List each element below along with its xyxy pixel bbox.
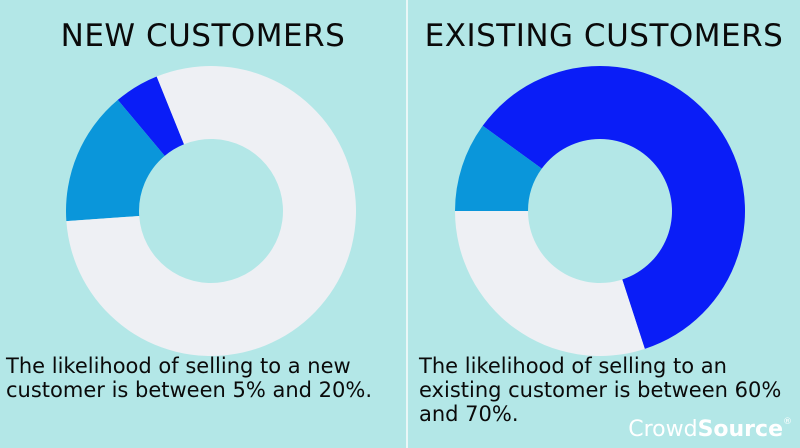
new-customers-caption: The likelihood of selling to a new custo… [6,354,373,402]
existing-customers-caption: The likelihood of selling to an existing… [419,354,782,426]
donut-slice-2 [455,211,645,356]
existing-customers-donut [455,66,745,356]
donut-slice-1 [455,125,542,211]
logo-text-source: Source [697,417,783,442]
donut-slice-1 [66,99,165,222]
logo-text-crowd: Crowd [628,417,698,442]
crowdsource-logo: CrowdSource® [628,417,792,442]
donut-slice-0 [482,66,745,349]
registered-mark: ® [783,417,792,427]
new-customers-title: NEW CUSTOMERS [60,18,346,54]
new-customers-donut [66,66,356,356]
donut-slice-2 [66,66,356,356]
existing-customers-title: EXISTING CUSTOMERS [424,18,784,54]
donut-slice-0 [117,76,185,156]
panel-divider [406,0,408,448]
